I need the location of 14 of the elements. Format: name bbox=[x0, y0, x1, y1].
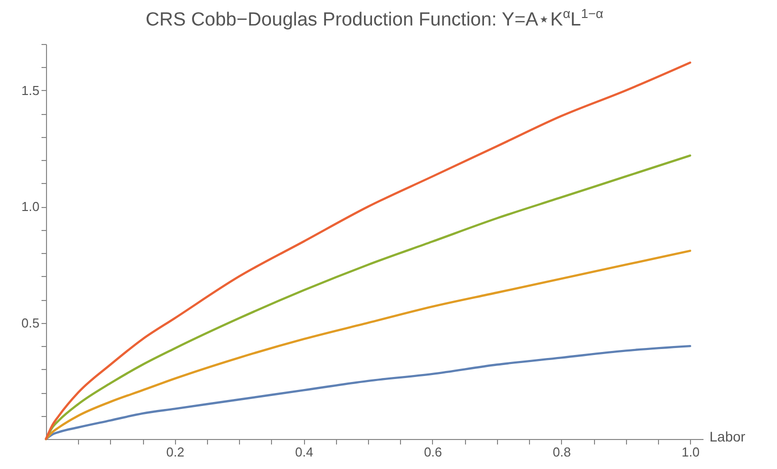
line-series bbox=[44, 61, 692, 440]
x-axis-title: Labor bbox=[710, 428, 746, 444]
chart-title: CRS Cobb−Douglas Production Function: Y=A⋆K$^{α}$L$^{1−α}$ bbox=[144, 6, 604, 32]
line-series bbox=[44, 344, 692, 440]
y-tick-label: 1.5 bbox=[21, 82, 40, 98]
y-tick-label: 1.0 bbox=[21, 199, 40, 214]
x-tick-label: 0.2 bbox=[166, 444, 184, 460]
line-series bbox=[44, 250, 692, 440]
x-tick-label: 1.0 bbox=[682, 444, 700, 460]
x-tick-label: 0.6 bbox=[424, 444, 442, 460]
x-tick-label: 0.4 bbox=[295, 444, 314, 460]
x-tick-label: 0.8 bbox=[552, 444, 571, 460]
y-tick-label: 0.5 bbox=[21, 315, 40, 330]
line-series bbox=[44, 154, 692, 440]
